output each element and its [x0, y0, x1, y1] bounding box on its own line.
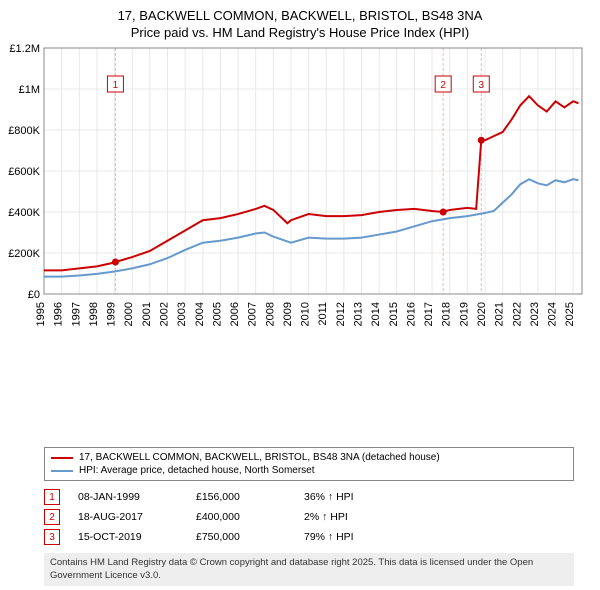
- sale-date: 18-AUG-2017: [78, 511, 178, 523]
- svg-text:1998: 1998: [88, 302, 100, 326]
- svg-text:2013: 2013: [353, 302, 365, 326]
- svg-text:2024: 2024: [547, 302, 559, 326]
- svg-text:£800K: £800K: [8, 125, 40, 137]
- legend-item: 17, BACKWELL COMMON, BACKWELL, BRISTOL, …: [51, 451, 567, 464]
- sale-row: 3 15-OCT-2019 £750,000 79% ↑ HPI: [44, 527, 574, 547]
- svg-text:2014: 2014: [370, 302, 382, 326]
- sale-pct: 79% ↑ HPI: [304, 531, 404, 543]
- svg-text:£1M: £1M: [19, 84, 40, 96]
- svg-text:2002: 2002: [158, 302, 170, 326]
- footer-note: Contains HM Land Registry data © Crown c…: [44, 553, 574, 586]
- series-hpi: [44, 179, 578, 276]
- sale-pct: 36% ↑ HPI: [304, 491, 404, 503]
- sale-marker-icon: 1: [44, 489, 60, 505]
- sale-price: £750,000: [196, 531, 286, 543]
- title-line2: Price paid vs. HM Land Registry's House …: [6, 25, 594, 42]
- legend: 17, BACKWELL COMMON, BACKWELL, BRISTOL, …: [44, 447, 574, 481]
- svg-text:2012: 2012: [335, 302, 347, 326]
- svg-text:1999: 1999: [106, 302, 118, 326]
- svg-text:£200K: £200K: [8, 248, 40, 260]
- svg-text:1995: 1995: [35, 302, 47, 326]
- legend-item: HPI: Average price, detached house, Nort…: [51, 464, 567, 477]
- legend-swatch: [51, 470, 73, 472]
- svg-text:2022: 2022: [511, 302, 523, 326]
- svg-text:2017: 2017: [423, 302, 435, 326]
- svg-text:2001: 2001: [141, 302, 153, 326]
- svg-text:2008: 2008: [264, 302, 276, 326]
- sale-pct: 2% ↑ HPI: [304, 511, 404, 523]
- svg-text:2010: 2010: [300, 302, 312, 326]
- svg-text:2025: 2025: [564, 302, 576, 326]
- svg-text:2020: 2020: [476, 302, 488, 326]
- svg-text:1997: 1997: [70, 302, 82, 326]
- svg-text:2003: 2003: [176, 302, 188, 326]
- svg-text:2006: 2006: [229, 302, 241, 326]
- sale-marker-icon: 2: [44, 509, 60, 525]
- sale-row: 2 18-AUG-2017 £400,000 2% ↑ HPI: [44, 507, 574, 527]
- svg-text:£0: £0: [28, 289, 40, 301]
- legend-label: 17, BACKWELL COMMON, BACKWELL, BRISTOL, …: [79, 452, 440, 463]
- svg-text:2021: 2021: [494, 302, 506, 326]
- chart-title: 17, BACKWELL COMMON, BACKWELL, BRISTOL, …: [6, 8, 594, 42]
- svg-text:1996: 1996: [53, 302, 65, 326]
- svg-text:2011: 2011: [317, 302, 329, 326]
- title-line1: 17, BACKWELL COMMON, BACKWELL, BRISTOL, …: [6, 8, 594, 25]
- svg-text:2016: 2016: [405, 302, 417, 326]
- svg-text:2004: 2004: [194, 302, 206, 326]
- line-chart: £0 £200K £400K £600K £800K £1M £1.2M 1995 1996 19…: [6, 42, 594, 342]
- svg-text:£600K: £600K: [8, 166, 40, 178]
- legend-label: HPI: Average price, detached house, Nort…: [79, 465, 315, 476]
- chart-area: £0 £200K £400K £600K £800K £1M £1.2M 1995 1996 19…: [6, 42, 594, 446]
- svg-text:2015: 2015: [388, 302, 400, 326]
- svg-text:2007: 2007: [247, 302, 259, 326]
- series-property: [44, 96, 578, 270]
- svg-text:£1.2M: £1.2M: [9, 43, 40, 55]
- svg-text:2: 2: [440, 80, 446, 91]
- sale-date: 15-OCT-2019: [78, 531, 178, 543]
- svg-text:£400K: £400K: [8, 207, 40, 219]
- svg-text:2019: 2019: [458, 302, 470, 326]
- sales-table: 1 08-JAN-1999 £156,000 36% ↑ HPI 2 18-AUG-201…: [44, 487, 574, 547]
- svg-text:2009: 2009: [282, 302, 294, 326]
- svg-text:1: 1: [113, 80, 119, 91]
- sale-row: 1 08-JAN-1999 £156,000 36% ↑ HPI: [44, 487, 574, 507]
- svg-text:2000: 2000: [123, 302, 135, 326]
- sale-price: £156,000: [196, 491, 286, 503]
- sale-marker-icon: 3: [44, 529, 60, 545]
- sale-price: £400,000: [196, 511, 286, 523]
- svg-text:3: 3: [478, 80, 484, 91]
- svg-text:2023: 2023: [529, 302, 541, 326]
- legend-swatch: [51, 457, 73, 459]
- svg-text:2005: 2005: [211, 302, 223, 326]
- sale-date: 08-JAN-1999: [78, 491, 178, 503]
- svg-text:2018: 2018: [441, 302, 453, 326]
